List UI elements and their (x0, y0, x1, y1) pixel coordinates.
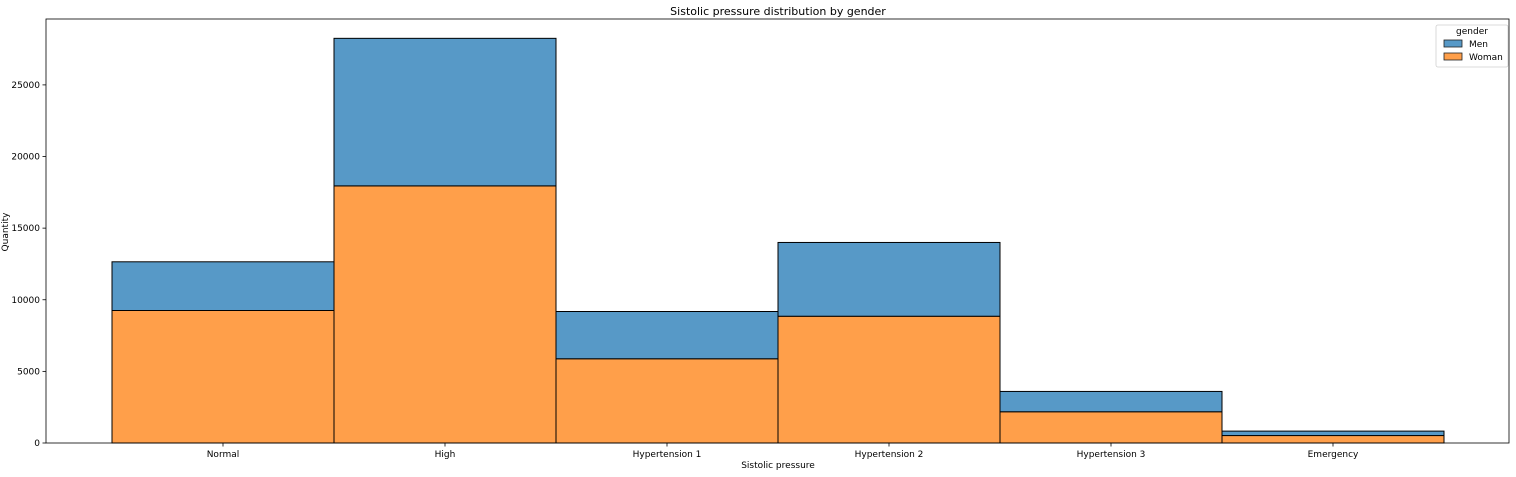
x-tick-label: Emergency (1308, 450, 1359, 460)
bar-woman-hypertension-1 (555, 358, 779, 444)
legend-label-woman: Woman (1469, 53, 1503, 63)
bar-men-emergency (1221, 430, 1445, 437)
bar-woman-emergency (1221, 435, 1445, 444)
bar-woman-hypertension-3 (999, 411, 1223, 444)
bar-men-high (333, 37, 557, 187)
x-tick-label: Hypertension 2 (855, 450, 924, 460)
y-tick-label: 15000 (11, 224, 40, 234)
y-tick-label: 10000 (11, 296, 40, 306)
bar-woman-high (333, 185, 557, 444)
y-tick-label: 0 (34, 439, 40, 449)
x-axis-label: Sistolic pressure (741, 461, 815, 471)
plot-frame (45, 18, 1510, 444)
x-tick-label: Hypertension 1 (633, 450, 702, 460)
bar-men-hypertension-2 (777, 241, 1001, 317)
x-tick-label: High (435, 450, 456, 460)
bar-men-hypertension-3 (999, 390, 1223, 413)
y-axis-label: Quantity (1, 212, 11, 252)
legend-title: gender (1456, 27, 1488, 37)
bar-men-hypertension-1 (555, 311, 779, 360)
bar-woman-hypertension-2 (777, 315, 1001, 444)
y-tick-label: 25000 (11, 81, 40, 91)
y-tick-label: 5000 (17, 367, 40, 377)
y-tick-label: 20000 (11, 153, 40, 163)
legend-swatch-men (1443, 39, 1463, 48)
x-tick-label: Hypertension 3 (1077, 450, 1146, 460)
legend: gender Men Woman (1435, 24, 1509, 68)
bars-layer (111, 37, 1445, 444)
axes-layer: Normal High Hypertension 1 Hypertension 2 Hy… (11, 18, 1510, 460)
bar-men-normal (111, 261, 335, 312)
legend-label-men: Men (1469, 40, 1488, 50)
x-tick-label: Normal (207, 450, 240, 460)
bar-woman-normal (111, 310, 335, 444)
legend-swatch-woman (1443, 52, 1463, 61)
chart-title: Sistolic pressure distribution by gender (670, 5, 886, 18)
